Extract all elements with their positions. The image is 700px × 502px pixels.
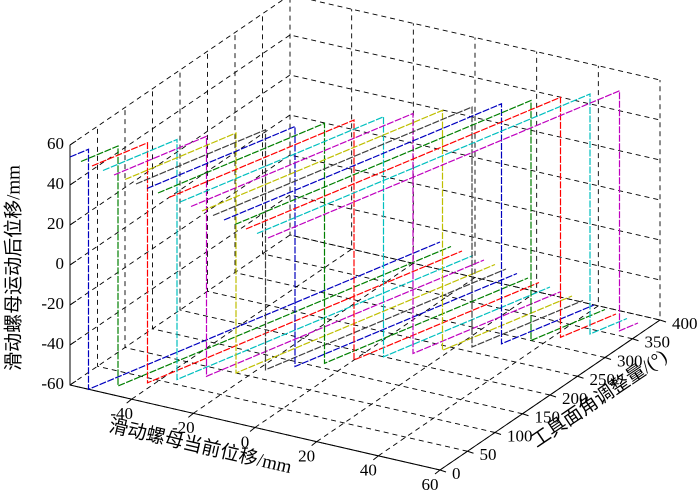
tick xyxy=(69,140,77,146)
tick xyxy=(549,394,557,398)
grid-line xyxy=(69,114,661,266)
z-tick-label: 20 xyxy=(47,214,64,233)
x-tick-label: 20 xyxy=(298,447,315,466)
tick xyxy=(467,450,474,454)
data-line xyxy=(267,89,639,332)
grid-line xyxy=(254,37,476,428)
tick xyxy=(126,398,132,404)
x-tick-label: 60 xyxy=(422,475,439,494)
z-tick-label: -20 xyxy=(41,294,64,313)
data-line xyxy=(157,122,529,365)
grid-line xyxy=(316,51,538,443)
x-tick-label: -40 xyxy=(110,404,133,423)
tick xyxy=(249,427,256,432)
x-axis-title: 滑动螺母当前位移/mm xyxy=(107,415,294,479)
z-tick-label: -40 xyxy=(41,334,64,353)
tick xyxy=(494,432,502,435)
data-line xyxy=(69,148,441,391)
data-line xyxy=(256,93,628,335)
tick xyxy=(604,357,612,360)
y-tick-label: 0 xyxy=(452,464,461,483)
y-tick-label: 300 xyxy=(617,351,643,370)
grid-line xyxy=(69,34,661,186)
y-tick-label: 250 xyxy=(590,370,616,389)
grid-line xyxy=(378,65,599,457)
x-tick-label: -20 xyxy=(172,418,195,437)
grid-line xyxy=(97,126,468,452)
grid-line xyxy=(131,9,353,400)
tick xyxy=(439,469,447,473)
data-line xyxy=(212,106,584,348)
data-line xyxy=(190,112,562,355)
data-line xyxy=(223,102,595,345)
data-line xyxy=(245,96,617,339)
z-tick-label: -60 xyxy=(41,374,64,393)
data-line xyxy=(201,109,573,352)
tick xyxy=(69,260,77,266)
grid-line xyxy=(193,23,414,414)
grid-line xyxy=(69,0,661,146)
tick xyxy=(69,220,77,226)
grid-line xyxy=(262,13,633,340)
data-line xyxy=(91,141,463,384)
tick xyxy=(69,180,77,186)
data-line xyxy=(179,115,551,358)
y-tick-label: 50 xyxy=(480,445,497,464)
x-tick-label: 0 xyxy=(241,432,250,451)
y-tick-label: 400 xyxy=(672,314,698,333)
z-axis-title: 滑动螺母运动后位移/mm xyxy=(2,165,24,371)
data-line xyxy=(135,128,507,371)
data-line xyxy=(80,145,452,387)
data-line xyxy=(146,125,518,368)
data-line xyxy=(113,135,485,378)
tick xyxy=(434,469,441,475)
grid-line xyxy=(234,32,606,358)
tick xyxy=(373,455,379,461)
z-tick-label: 40 xyxy=(47,174,64,193)
tick xyxy=(522,413,529,417)
tick xyxy=(69,300,77,306)
z-tick-label: 0 xyxy=(56,254,65,273)
grid-line xyxy=(69,194,661,346)
grid-line xyxy=(69,74,661,226)
y-tick-label: 350 xyxy=(645,333,671,352)
grid-line xyxy=(179,70,551,396)
data-line xyxy=(124,132,496,374)
tick xyxy=(632,338,639,342)
y-tick-label: 200 xyxy=(562,389,588,408)
tick xyxy=(69,340,77,346)
z-tick-label: 60 xyxy=(47,134,64,153)
tick xyxy=(69,380,77,386)
x-tick-label: 40 xyxy=(360,461,377,480)
tick xyxy=(188,412,194,418)
tick xyxy=(577,375,584,379)
grid-line xyxy=(207,51,578,377)
grid-line xyxy=(289,0,661,321)
tick xyxy=(311,441,317,447)
data-line xyxy=(168,119,540,361)
tick xyxy=(659,319,667,323)
y-tick-label: 100 xyxy=(507,426,533,445)
y-tick-label: 150 xyxy=(535,408,561,427)
data-line xyxy=(234,99,606,342)
grid-line xyxy=(439,80,661,471)
